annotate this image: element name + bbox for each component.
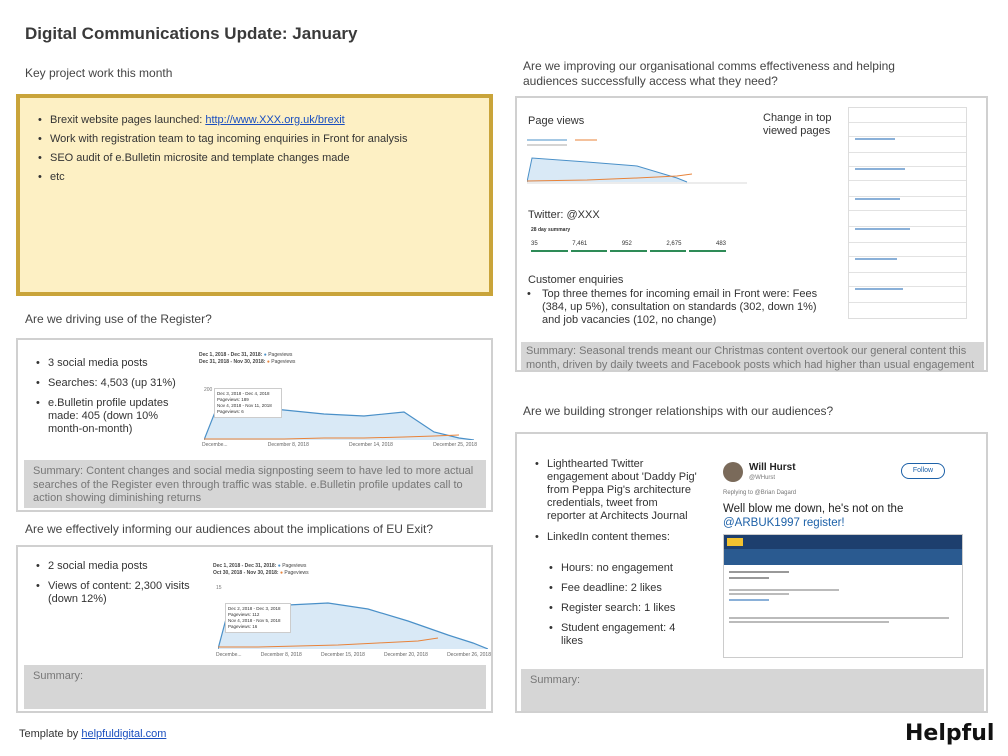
relationships-box: Lighthearted Twitter engagement about 'D… — [515, 432, 988, 713]
key-work-list: Brexit website pages launched: http://ww… — [36, 114, 486, 184]
series-line-previous — [204, 434, 460, 440]
eu-exit-list: 2 social media posts Views of content: 2… — [34, 560, 194, 606]
series-line-previous — [218, 637, 439, 648]
brexit-link[interactable]: http://www.XXX.org.uk/brexit — [205, 114, 345, 126]
list-item: Work with registration team to tag incom… — [36, 133, 486, 146]
list-item: Top three themes for incoming email in F… — [525, 288, 825, 327]
helpfuldigital-link[interactable]: helpfuldigital.com — [81, 728, 167, 740]
effectiveness-box: Page views Change in top viewed pages Tw… — [515, 96, 988, 372]
linkedin-subitems: Hours: no engagement Fee deadline: 2 lik… — [547, 562, 682, 648]
follow-button[interactable]: Follow — [901, 463, 945, 479]
chart-legend-2: Dec 31, 2018 - Nov 30, 2018: ● Pageviews — [199, 359, 296, 365]
x-ticks: Decembe... December 8, 2018 December 15, 2… — [216, 652, 491, 658]
list-item: Fee deadline: 2 likes — [547, 582, 682, 595]
list-item: SEO audit of e.Bulletin microsite and te… — [36, 152, 486, 165]
key-work-box: Brexit website pages launched: http://ww… — [16, 94, 493, 296]
list-item: Searches: 4,503 (up 31%) — [34, 377, 194, 390]
eu-exit-chart: Dec 1, 2018 - Dec 31, 2018: ● Pageviews … — [213, 561, 493, 661]
chart-tooltip: Dec 2, 2018 - Dec 3, 2018 Pageviews: 112… — [225, 603, 291, 633]
enquiries-list: Top three themes for incoming email in F… — [525, 288, 825, 327]
twitter-summary: 28 day summary 35 7,461 952 2,675 483 — [529, 227, 729, 255]
effectiveness-heading: Are we improving our organisational comm… — [523, 59, 895, 88]
tweet-image — [723, 534, 963, 658]
list-item: etc — [36, 171, 486, 184]
enquiries-label: Customer enquiries — [528, 274, 624, 286]
effectiveness-summary: Summary: Seasonal trends meant our Chris… — [521, 342, 984, 371]
page-views-chart — [527, 139, 747, 184]
relationships-list: Lighthearted Twitter engagement about 'D… — [533, 458, 699, 552]
register-summary: Summary: Content changes and social medi… — [24, 460, 486, 508]
x-ticks: Decembe... December 8, 2018 December 14, 2… — [202, 442, 477, 448]
relationships-summary: Summary: — [521, 669, 984, 711]
change-label: Change in top viewed pages — [763, 112, 832, 137]
list-item: Brexit website pages launched: http://ww… — [36, 114, 486, 127]
register-heading: Are we driving use of the Register? — [25, 312, 212, 326]
twitter-label: Twitter: @XXX — [528, 209, 600, 221]
twitter-stats: 35 7,461 952 2,675 483 — [531, 241, 726, 247]
list-item: Hours: no engagement — [547, 562, 682, 575]
avatar — [723, 462, 743, 482]
template-credit: Template by helpfuldigital.com — [19, 728, 167, 740]
relationships-heading: Are we building stronger relationships w… — [523, 404, 834, 418]
top-pages-table — [848, 107, 967, 319]
page-title: Digital Communications Update: January — [25, 24, 358, 43]
eu-exit-heading: Are we effectively informing our audienc… — [25, 522, 433, 536]
tweet-author-name: Will Hurst — [749, 462, 796, 473]
list-item: Lighthearted Twitter engagement about 'D… — [533, 458, 699, 523]
tweet-author-handle: @WHurst — [749, 475, 776, 481]
chart-legend-1: Dec 1, 2018 - Dec 31, 2018: ● Pageviews — [213, 563, 307, 569]
page-views-label: Page views — [528, 115, 585, 127]
list-item: 2 social media posts — [34, 560, 194, 573]
register-chart: Dec 1, 2018 - Dec 31, 2018: ● Pageviews … — [199, 350, 479, 450]
helpful-logo: Helpful — [905, 721, 995, 746]
eu-exit-summary: Summary: — [24, 665, 486, 709]
eu-exit-box: 2 social media posts Views of content: 2… — [16, 545, 493, 713]
list-item: Register search: 1 likes — [547, 602, 682, 615]
y-tick: 200 — [204, 387, 213, 393]
tweet-card: Will Hurst @WHurst Follow Replying to @B… — [721, 458, 963, 658]
chart-legend-1: Dec 1, 2018 - Dec 31, 2018: ● Pageviews — [199, 352, 293, 358]
list-item: Student engagement: 4 likes — [547, 622, 682, 648]
y-tick: 15 — [216, 585, 222, 591]
chart-legend-2: Oct 30, 2018 - Nov 30, 2018: ● Pageviews — [213, 570, 309, 576]
tweet-replying: Replying to @Brian Dagard — [723, 490, 797, 496]
tweet-text: Well blow me down, he's not on the @ARBU… — [723, 503, 904, 529]
register-list: 3 social media posts Searches: 4,503 (up… — [34, 357, 194, 436]
list-item: LinkedIn content themes: — [533, 531, 699, 544]
list-item: Views of content: 2,300 visits (down 12%… — [34, 580, 194, 606]
register-box: 3 social media posts Searches: 4,503 (up… — [16, 338, 493, 512]
list-item: 3 social media posts — [34, 357, 194, 370]
list-item: e.Bulletin profile updates made: 405 (do… — [34, 397, 194, 436]
key-work-heading: Key project work this month — [25, 66, 173, 80]
chart-tooltip: Dec 3, 2018 - Dec 4, 2018 Pageviews: 189… — [214, 388, 282, 418]
